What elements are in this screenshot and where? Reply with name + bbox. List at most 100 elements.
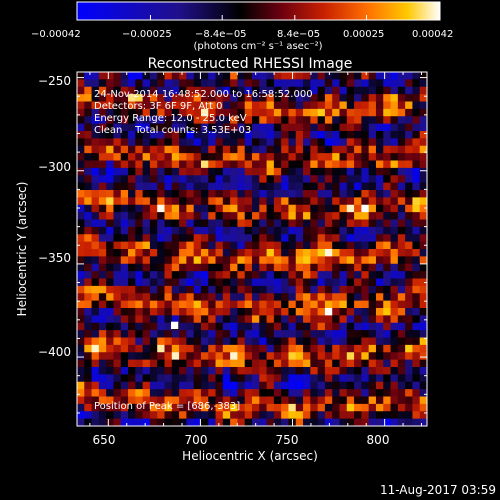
heatmap-cell xyxy=(200,123,209,132)
heatmap-cell xyxy=(310,418,319,426)
heatmap-cell xyxy=(412,337,421,346)
heatmap-cell xyxy=(324,374,333,383)
heatmap-cell xyxy=(303,411,311,420)
heatmap-cell xyxy=(375,219,384,228)
heatmap-cell xyxy=(142,367,151,375)
heatmap-cell xyxy=(405,344,413,353)
heatmap-cell xyxy=(383,418,391,426)
heatmap-cell xyxy=(244,418,253,426)
heatmap-cell xyxy=(346,153,355,161)
heatmap-cell xyxy=(193,418,202,426)
heatmap-cell xyxy=(98,396,107,405)
heatmap-cell xyxy=(310,138,319,147)
heatmap-cell xyxy=(281,204,289,213)
heatmap-cell xyxy=(230,337,238,346)
heatmap-cell xyxy=(273,285,282,294)
heatmap-cell xyxy=(332,285,340,294)
heatmap-cell xyxy=(113,108,122,117)
heatmap-cell xyxy=(84,123,92,132)
heatmap-cell xyxy=(84,411,92,420)
heatmap-cell xyxy=(295,293,304,302)
heatmap-cell xyxy=(368,131,377,139)
heatmap-cell xyxy=(106,263,114,272)
heatmap-cell xyxy=(244,226,253,235)
heatmap-cell xyxy=(200,131,209,139)
heatmap-cell xyxy=(164,204,173,213)
heatmap-cell xyxy=(390,403,399,412)
heatmap-cell xyxy=(266,197,275,206)
heatmap-cell xyxy=(120,249,129,257)
heatmap-cell xyxy=(142,197,151,206)
heatmap-cell xyxy=(98,359,107,368)
heatmap-cell xyxy=(230,418,238,426)
heatmap-cell xyxy=(215,381,224,390)
heatmap-cell xyxy=(405,256,413,265)
heatmap-cell xyxy=(200,381,209,390)
heatmap-cell xyxy=(84,204,92,213)
heatmap-cell xyxy=(135,108,144,117)
heatmap-cell xyxy=(106,175,114,184)
heatmap-cell xyxy=(273,219,282,228)
heatmap-cell xyxy=(383,175,391,184)
heatmap-cell xyxy=(375,344,384,353)
heatmap-cell xyxy=(171,204,180,213)
heatmap-cell xyxy=(281,249,289,257)
heatmap-cell xyxy=(77,367,85,375)
heatmap-cell xyxy=(91,263,100,272)
heatmap-cell xyxy=(171,145,180,154)
heatmap-cell xyxy=(208,108,216,117)
heatmap-cell xyxy=(295,197,304,206)
heatmap-cell xyxy=(113,79,122,88)
heatmap-cell xyxy=(295,190,304,198)
heatmap-cell xyxy=(157,337,165,346)
heatmap-cell xyxy=(171,396,180,405)
heatmap-cell xyxy=(200,226,209,235)
heatmap-cell xyxy=(157,72,165,80)
heatmap-cell xyxy=(361,241,370,250)
heatmap-cell xyxy=(397,263,406,272)
heatmap-cell xyxy=(113,241,122,250)
heatmap-cell xyxy=(354,359,362,368)
heatmap-cell xyxy=(324,330,333,338)
heatmap-cell xyxy=(332,403,340,412)
heatmap-cell xyxy=(193,381,202,390)
heatmap-cell xyxy=(281,212,289,220)
heatmap-cell xyxy=(244,79,253,88)
heatmap-cell xyxy=(324,234,333,243)
heatmap-cell xyxy=(303,101,311,110)
heatmap-cell xyxy=(375,271,384,279)
heatmap-cell xyxy=(346,116,355,125)
heatmap-cell xyxy=(419,182,427,191)
heatmap-cell xyxy=(186,197,195,206)
heatmap-cell xyxy=(149,271,158,279)
heatmap-cell xyxy=(324,190,333,198)
heatmap-cell xyxy=(200,359,209,368)
heatmap-cell xyxy=(412,101,421,110)
heatmap-cell xyxy=(332,352,340,361)
heatmap-cell xyxy=(383,153,391,161)
heatmap-cell xyxy=(368,86,377,95)
heatmap-cell xyxy=(230,190,238,198)
heatmap-cell xyxy=(113,123,122,132)
heatmap-cell xyxy=(317,344,326,353)
heatmap-cell xyxy=(91,285,100,294)
heatmap-cell xyxy=(84,315,92,324)
heatmap-cell xyxy=(273,271,282,279)
heatmap-cell xyxy=(375,352,384,361)
heatmap-cell xyxy=(171,249,180,257)
heatmap-cell xyxy=(405,182,413,191)
heatmap-cell xyxy=(419,271,427,279)
heatmap-cell xyxy=(230,293,238,302)
heatmap-cell xyxy=(157,367,165,375)
heatmap-cell xyxy=(135,403,144,412)
heatmap-cell xyxy=(419,226,427,235)
heatmap-cell xyxy=(266,403,275,412)
heatmap-cell xyxy=(288,234,297,243)
heatmap-cell xyxy=(295,418,304,426)
heatmap-cell xyxy=(106,219,114,228)
heatmap-cell xyxy=(383,359,391,368)
heatmap-cell xyxy=(288,160,297,169)
heatmap-cell xyxy=(91,396,100,405)
heatmap-cell xyxy=(215,197,224,206)
heatmap-cell xyxy=(179,285,187,294)
